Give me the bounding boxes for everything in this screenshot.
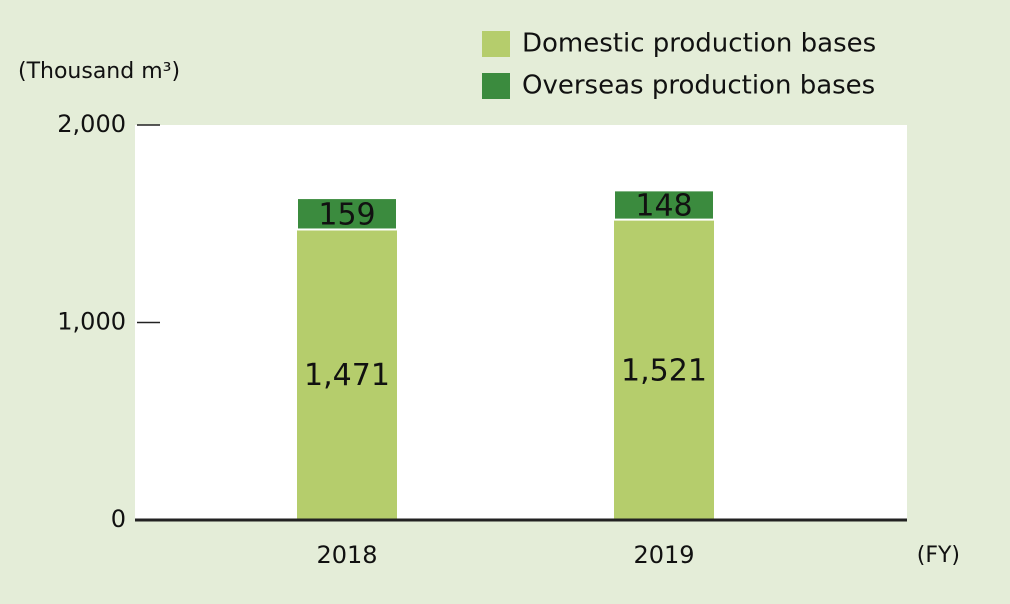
y-axis-label: (Thousand m³) bbox=[18, 59, 180, 84]
legend-label: Overseas production bases bbox=[522, 71, 875, 101]
y-tick-label: 0 bbox=[111, 505, 126, 533]
bar-segment bbox=[613, 189, 715, 221]
data-label: 159 bbox=[318, 197, 375, 232]
legend-swatch bbox=[482, 73, 510, 99]
data-label: 1,471 bbox=[304, 358, 390, 393]
bar-segment bbox=[297, 229, 397, 521]
data-label: 148 bbox=[635, 188, 692, 223]
bar-segment bbox=[296, 197, 398, 231]
data-label: 1,521 bbox=[621, 353, 707, 388]
y-tick-label: 2,000 bbox=[57, 110, 126, 138]
legend-label: Domestic production bases bbox=[522, 29, 876, 59]
x-tick-label: 2019 bbox=[633, 541, 694, 569]
plot-area bbox=[135, 125, 907, 520]
legend-swatch bbox=[482, 31, 510, 57]
y-tick-label: 1,000 bbox=[57, 308, 126, 336]
x-axis-label: (FY) bbox=[917, 543, 960, 568]
x-tick-label: 2018 bbox=[316, 541, 377, 569]
bar-segment bbox=[614, 219, 714, 521]
